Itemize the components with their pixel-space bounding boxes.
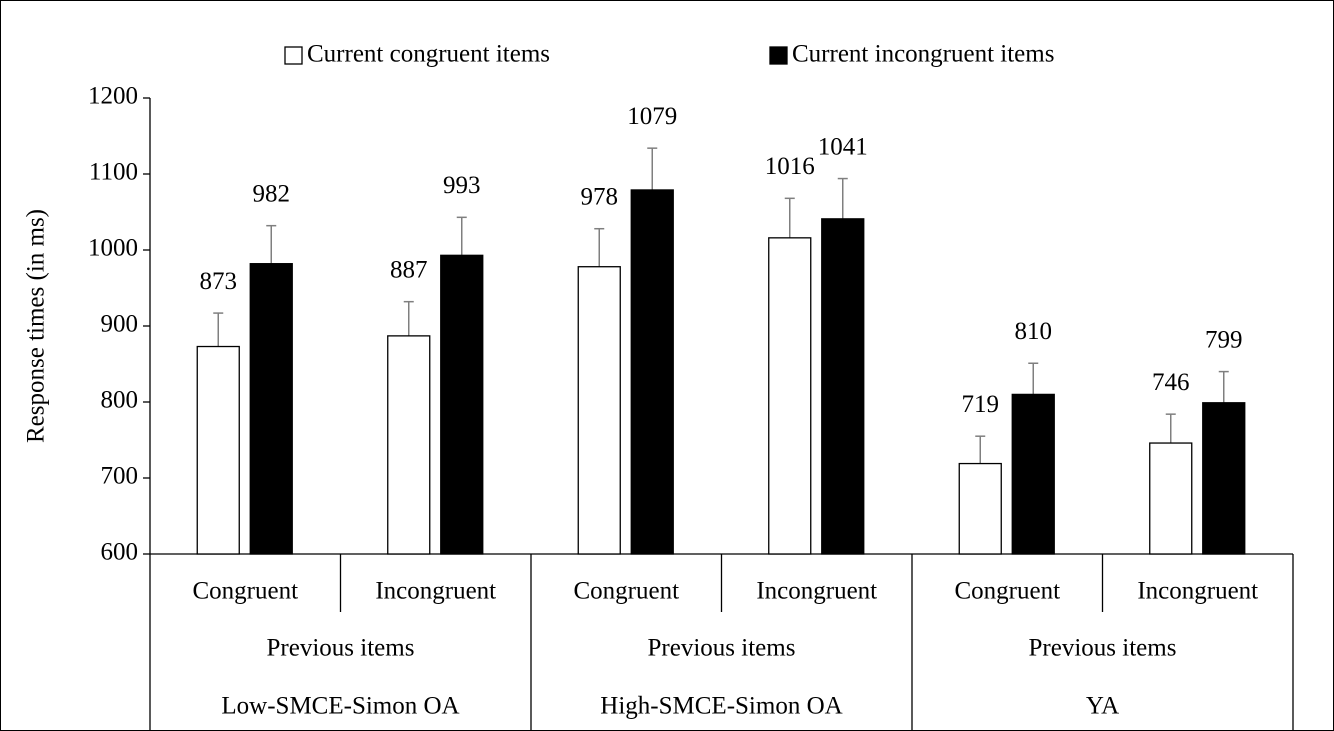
bar: [249, 263, 293, 555]
y-tick-label: 800: [101, 387, 139, 414]
x-group-label: YA: [1086, 693, 1119, 720]
x-tick-label: Congruent: [954, 578, 1060, 605]
value-label: 978: [581, 183, 619, 210]
bar: [958, 462, 1002, 555]
value-label: 1041: [818, 133, 868, 160]
value-label: 1016: [765, 153, 815, 180]
bar: [1202, 402, 1246, 555]
value-label: 1079: [627, 103, 677, 130]
x-group-label: High-SMCE-Simon OA: [600, 693, 842, 720]
value-label: 993: [443, 172, 481, 199]
legend-label: Current incongruent items: [792, 41, 1054, 68]
y-axis-label: Response times (in ms): [23, 209, 50, 443]
bar: [1149, 442, 1193, 555]
x-subgroup-label: Previous items: [648, 635, 796, 662]
x-tick-label: Incongruent: [1137, 578, 1258, 605]
y-tick-label: 1000: [88, 235, 138, 262]
value-label: 873: [200, 268, 238, 295]
x-group-label: Low-SMCE-Simon OA: [221, 693, 459, 720]
legend-swatch: [284, 46, 303, 65]
legend-swatch: [769, 46, 788, 65]
x-tick-label: Incongruent: [375, 578, 496, 605]
bar: [196, 345, 240, 555]
x-tick-label: Congruent: [573, 578, 679, 605]
x-subgroup-label: Previous items: [267, 635, 415, 662]
y-tick-label: 700: [101, 463, 139, 490]
value-label: 719: [962, 391, 1000, 418]
bar: [768, 237, 812, 555]
value-label: 746: [1152, 369, 1190, 396]
bar: [630, 189, 674, 555]
value-label: 799: [1205, 326, 1243, 353]
y-tick-label: 1200: [88, 83, 138, 110]
x-tick-label: Incongruent: [756, 578, 877, 605]
value-label: 982: [253, 180, 291, 207]
bar: [1011, 393, 1055, 555]
bar: [387, 335, 431, 555]
y-tick-label: 600: [101, 539, 139, 566]
y-tick-label: 1100: [89, 159, 138, 186]
value-label: 887: [390, 256, 428, 283]
bar: [440, 254, 484, 555]
bar: [821, 218, 865, 555]
x-subgroup-label: Previous items: [1029, 635, 1177, 662]
y-tick-label: 900: [101, 311, 139, 338]
bar: [577, 266, 621, 555]
value-label: 810: [1015, 318, 1053, 345]
x-tick-label: Congruent: [192, 578, 298, 605]
legend-label: Current congruent items: [307, 41, 550, 68]
